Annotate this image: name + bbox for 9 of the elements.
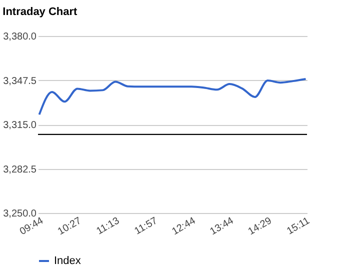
y-tick-label: 3,380.0 — [3, 32, 37, 42]
y-tick-label: 3,282.5 — [3, 164, 37, 176]
y-tick-label: 3,347.5 — [3, 76, 37, 87]
x-tick-label: 15:11 — [285, 215, 312, 238]
x-tick-label: 14:29 — [246, 215, 274, 238]
chart-title: Intraday Chart — [2, 6, 78, 18]
y-tick-label: 3,315.0 — [3, 120, 37, 131]
line-series — [38, 78, 307, 116]
legend-label: Index — [54, 255, 82, 267]
